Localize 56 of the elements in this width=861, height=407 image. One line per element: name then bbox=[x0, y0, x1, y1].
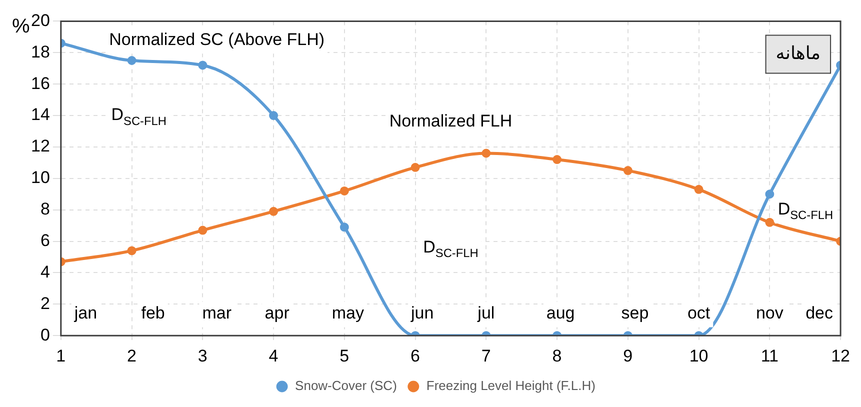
point bbox=[340, 186, 349, 196]
annotation: apr bbox=[264, 303, 290, 322]
y-tick-label: 10 bbox=[30, 168, 50, 188]
point bbox=[269, 206, 278, 216]
annotation: Normalized FLH bbox=[389, 111, 512, 130]
x-tick-label: 3 bbox=[198, 346, 208, 366]
x-tick-label: 4 bbox=[268, 346, 278, 366]
point bbox=[694, 184, 704, 194]
point bbox=[765, 218, 774, 227]
legend-label: Snow-Cover (SC) bbox=[295, 378, 397, 394]
y-tick-label: 2 bbox=[40, 294, 50, 313]
annotation: oct bbox=[687, 303, 710, 322]
y-tick-label: 4 bbox=[40, 262, 50, 282]
y-tick-label: 16 bbox=[30, 74, 50, 93]
x-tick-label: 2 bbox=[127, 346, 137, 366]
point bbox=[410, 162, 420, 172]
point bbox=[198, 226, 208, 235]
x-tick-label: 11 bbox=[760, 346, 778, 366]
annotation: jan bbox=[73, 303, 98, 322]
y-tick-label: 20 bbox=[30, 10, 50, 30]
x-tick-label: 10 bbox=[689, 346, 708, 366]
x-tick-label: 6 bbox=[410, 346, 420, 366]
annotation: jun bbox=[410, 303, 434, 322]
x-tick-label: 7 bbox=[481, 346, 491, 366]
point bbox=[198, 60, 208, 70]
legend-label: Freezing Level Height (F.L.H) bbox=[426, 378, 596, 394]
x-tick-label: 12 bbox=[831, 346, 850, 366]
point bbox=[340, 222, 349, 232]
y-tick-label: 12 bbox=[30, 136, 50, 156]
annotation: may bbox=[332, 303, 365, 322]
point bbox=[623, 166, 632, 176]
x-tick-label: 1 bbox=[56, 346, 66, 366]
x-tick-label: 5 bbox=[340, 346, 350, 366]
annotation: sep bbox=[621, 303, 649, 322]
annotation: feb bbox=[141, 303, 165, 322]
point bbox=[765, 190, 774, 199]
point bbox=[482, 148, 491, 158]
point bbox=[269, 111, 278, 120]
annotation: aug bbox=[546, 303, 575, 322]
y-tick-label: 0 bbox=[40, 325, 50, 344]
y-tick-label: 18 bbox=[30, 42, 50, 62]
point bbox=[127, 246, 136, 256]
y-tick-label: 14 bbox=[30, 105, 50, 124]
x-tick-label: 9 bbox=[623, 346, 633, 366]
annotation: nov bbox=[756, 303, 784, 322]
y-tick-label: 6 bbox=[40, 230, 50, 250]
annotation: Normalized SC (Above FLH) bbox=[109, 30, 325, 49]
annotation: jul bbox=[476, 303, 495, 322]
point bbox=[552, 155, 562, 164]
annotation: ماهانه bbox=[776, 43, 821, 64]
annotation: dec bbox=[806, 303, 834, 322]
point bbox=[127, 56, 136, 65]
y-axis-title: % bbox=[12, 16, 30, 38]
x-tick-label: 8 bbox=[552, 346, 562, 366]
annotation: mar bbox=[202, 303, 232, 322]
y-tick-label: 8 bbox=[40, 200, 50, 219]
